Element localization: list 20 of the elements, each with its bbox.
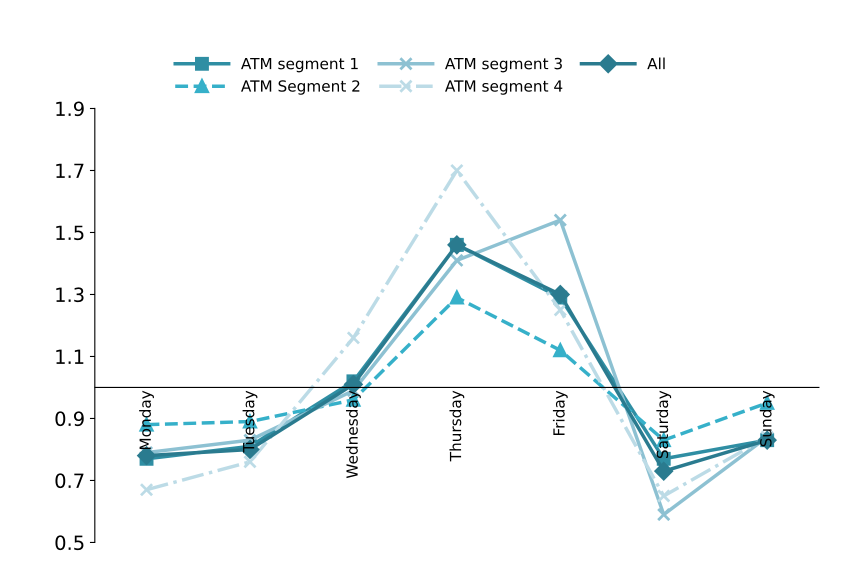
y-tick-label: 1.7 (56, 164, 84, 178)
x-tick-label: Thursday (449, 390, 464, 462)
x-tick-label: Friday (552, 390, 568, 436)
y-tick-label: 1.1 (56, 350, 84, 364)
x-tick-label: Wednesday (346, 390, 361, 478)
y-tick-label: 0.5 (55, 535, 84, 550)
x-tick-label: Saturday (656, 390, 672, 458)
x-tick-label: Monday (139, 390, 154, 450)
y-tick-label: 0.7 (55, 473, 84, 488)
legend-label: ATM segment 3 (445, 58, 562, 72)
x-tick-label: Sunday (760, 390, 775, 446)
y-tick-label: 1.3 (56, 287, 84, 302)
legend-label: ATM segment 4 (445, 80, 562, 95)
x-tick-label: Tuesday (242, 390, 258, 452)
legend-label: All (647, 58, 665, 70)
y-tick-label: 0.9 (55, 411, 84, 426)
legend-label: ATM segment 1 (241, 58, 358, 72)
legend-label: ATM Segment 2 (241, 80, 360, 95)
y-tick-label: 1.9 (56, 101, 84, 116)
y-tick-label: 1.5 (56, 226, 84, 240)
